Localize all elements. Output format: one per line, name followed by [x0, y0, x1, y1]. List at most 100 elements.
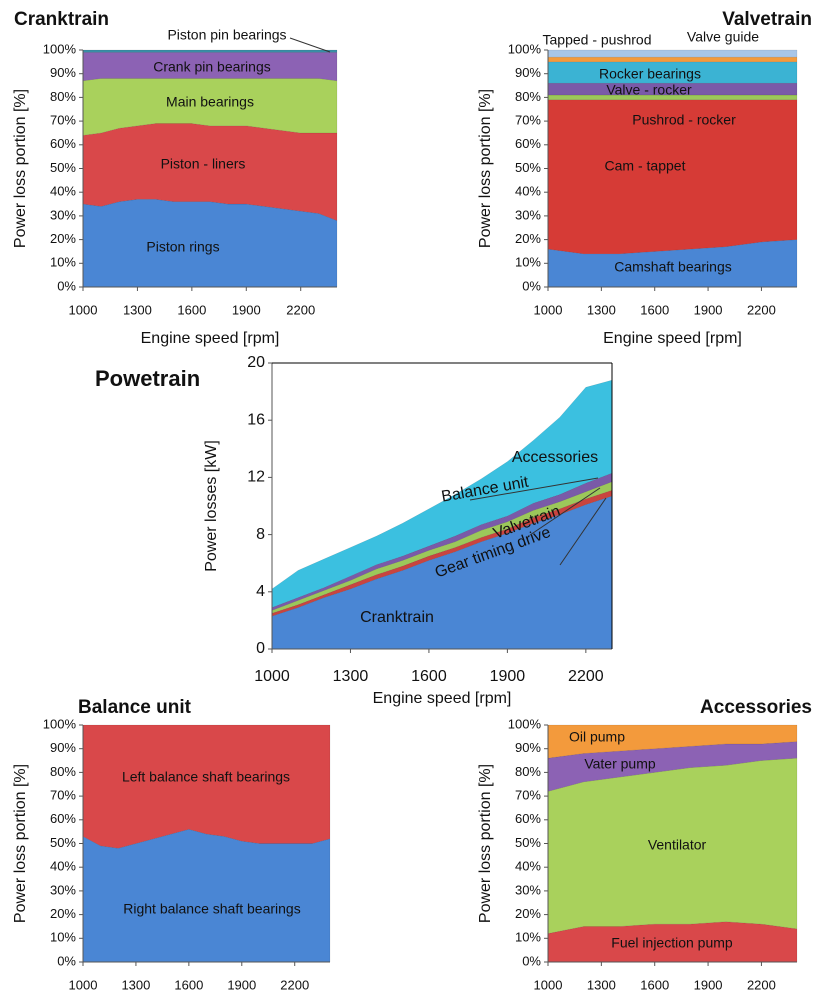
area — [82, 724, 331, 849]
x-tick-label: 1900 — [694, 977, 723, 992]
x-tick-label: 2200 — [286, 302, 315, 317]
y-axis-label: Power losses [kW] — [203, 440, 220, 572]
y-axis-label: Power loss portion [%] — [12, 764, 29, 923]
series-label: Valve - rocker — [606, 82, 692, 98]
area — [547, 49, 798, 58]
series-label: Camshaft bearings — [614, 259, 732, 275]
x-tick-label: 1000 — [69, 977, 98, 992]
chart-title: Balance unit — [78, 697, 192, 718]
x-tick-label: 1600 — [640, 977, 669, 992]
area — [82, 829, 331, 963]
y-tick-label: 70% — [50, 788, 76, 803]
leader-line — [559, 497, 607, 566]
y-tick-label: 70% — [515, 113, 541, 128]
x-tick-label: 2200 — [747, 977, 776, 992]
y-tick-label: 0 — [256, 640, 265, 657]
series-label: Rocker bearings — [599, 66, 701, 82]
x-tick-label: 1300 — [587, 977, 616, 992]
y-tick-label: 12 — [247, 469, 265, 486]
series-label: Vater pump — [584, 756, 656, 772]
y-tick-label: 20% — [50, 231, 76, 246]
y-tick-label: 90% — [515, 65, 541, 80]
y-tick-label: 20% — [515, 231, 541, 246]
leader-line — [469, 477, 599, 501]
series-label: Left balance shaft bearings — [122, 769, 290, 785]
series-label: Accessories — [512, 449, 598, 466]
y-tick-label: 10% — [50, 930, 76, 945]
y-tick-label: 40% — [50, 859, 76, 874]
x-tick-label: 1900 — [490, 668, 526, 685]
y-tick-label: 100% — [43, 716, 77, 731]
chart-title: Cranktrain — [14, 9, 109, 30]
area — [547, 724, 798, 759]
y-tick-label: 60% — [515, 811, 541, 826]
x-tick-label: 1600 — [640, 302, 669, 317]
y-tick-label: 30% — [515, 207, 541, 222]
y-tick-label: 30% — [50, 207, 76, 222]
series-label: Piston - liners — [161, 156, 246, 172]
series-label: Cranktrain — [360, 609, 434, 626]
chart-title: Accessories — [700, 697, 812, 718]
y-tick-label: 40% — [50, 184, 76, 199]
x-tick-label: 1600 — [411, 668, 447, 685]
y-tick-label: 100% — [508, 41, 542, 56]
y-tick-label: 90% — [515, 740, 541, 755]
y-tick-label: 100% — [508, 716, 542, 731]
series-label: Right balance shaft bearings — [123, 901, 300, 917]
y-tick-label: 60% — [50, 136, 76, 151]
y-tick-label: 90% — [50, 740, 76, 755]
series-label: Oil pump — [569, 729, 625, 745]
x-axis-label: Engine speed [rpm] — [141, 330, 280, 347]
y-tick-label: 50% — [515, 160, 541, 175]
y-tick-label: 70% — [50, 113, 76, 128]
series-label: Cam - tappet — [605, 158, 686, 174]
y-tick-label: 40% — [515, 184, 541, 199]
series-label: Fuel injection pump — [611, 935, 733, 951]
y-tick-label: 4 — [256, 583, 265, 600]
y-tick-label: 10% — [515, 930, 541, 945]
x-tick-label: 1000 — [254, 668, 290, 685]
x-axis-label: Engine speed [rpm] — [603, 330, 742, 347]
y-tick-label: 50% — [50, 835, 76, 850]
x-tick-label: 1300 — [121, 977, 150, 992]
y-tick-label: 0% — [57, 953, 76, 968]
x-tick-label: 2200 — [280, 977, 309, 992]
y-tick-label: 100% — [43, 41, 77, 56]
chart-title: Valvetrain — [722, 9, 812, 30]
y-tick-label: 10% — [515, 255, 541, 270]
y-axis-label: Power loss portion [%] — [477, 764, 494, 923]
chart-title: Powetrain — [95, 366, 200, 391]
area — [82, 49, 338, 53]
x-tick-label: 1900 — [227, 977, 256, 992]
area — [547, 56, 798, 63]
y-tick-label: 70% — [515, 788, 541, 803]
x-tick-label: 2200 — [747, 302, 776, 317]
y-tick-label: 50% — [50, 160, 76, 175]
series-label: Ventilator — [648, 837, 707, 853]
y-tick-label: 10% — [50, 255, 76, 270]
x-tick-label: 1900 — [694, 302, 723, 317]
y-axis-label: Power loss portion [%] — [477, 89, 494, 248]
area — [547, 757, 798, 934]
x-tick-label: 1300 — [333, 668, 369, 685]
y-tick-label: 20% — [50, 906, 76, 921]
y-tick-label: 80% — [50, 764, 76, 779]
series-label: Piston rings — [146, 239, 219, 255]
y-axis-label: Power loss portion [%] — [12, 89, 29, 248]
x-tick-label: 1600 — [177, 302, 206, 317]
x-tick-label: 1000 — [69, 302, 98, 317]
y-tick-label: 20 — [247, 354, 265, 371]
y-tick-label: 16 — [247, 411, 265, 428]
series-label: Tapped - pushrod — [543, 32, 652, 48]
x-axis-label: Engine speed [rpm] — [373, 690, 512, 707]
y-tick-label: 60% — [515, 136, 541, 151]
x-tick-label: 1300 — [587, 302, 616, 317]
y-tick-label: 8 — [256, 526, 265, 543]
series-label: Pushrod - rocker — [632, 112, 736, 128]
y-tick-label: 30% — [515, 882, 541, 897]
y-tick-label: 80% — [515, 764, 541, 779]
y-tick-label: 60% — [50, 811, 76, 826]
series-label: Piston pin bearings — [167, 27, 286, 43]
x-tick-label: 1600 — [174, 977, 203, 992]
